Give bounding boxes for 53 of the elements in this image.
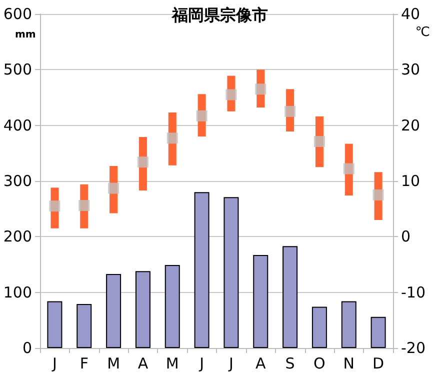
x-tick-label: J <box>198 354 204 372</box>
x-tick-label: O <box>314 354 326 372</box>
bar <box>76 304 92 348</box>
point <box>196 110 208 122</box>
y2-tick-label: 20 <box>401 116 420 134</box>
y2-tick-label: 30 <box>401 60 420 79</box>
y-tick-label: 500 <box>3 60 32 79</box>
x-tick-label: J <box>228 354 234 372</box>
bar <box>312 306 327 348</box>
x-tick-label: N <box>343 354 354 372</box>
point <box>78 200 90 211</box>
y2-tick-label: -20 <box>401 339 426 357</box>
x-tick-label: D <box>372 354 384 372</box>
point <box>343 163 354 174</box>
chart-title: 福岡県宗像市 <box>171 6 268 24</box>
x-tick-label: A <box>255 354 266 372</box>
x-tick-label: J <box>51 354 57 372</box>
y2-tick-label: 40 <box>401 5 420 23</box>
point <box>226 89 237 100</box>
y-axis-title: mm <box>15 30 36 40</box>
x-tick-label: F <box>80 354 88 372</box>
point <box>166 132 178 144</box>
bar <box>253 255 268 348</box>
point <box>372 189 384 200</box>
point <box>314 136 325 147</box>
point <box>49 200 60 212</box>
bar <box>282 246 298 348</box>
bar <box>164 265 180 348</box>
bar <box>370 316 386 348</box>
y2-tick-label: -10 <box>401 283 426 302</box>
y2-tick-label: 10 <box>401 172 420 190</box>
x-tick-label: M <box>107 354 120 372</box>
y-tick-label: 600 <box>3 5 32 23</box>
y-tick-label: 300 <box>3 172 32 190</box>
y2-axis-title: ℃ <box>415 25 430 40</box>
bar <box>341 301 356 348</box>
y-tick-label: 0 <box>22 339 32 357</box>
bar <box>224 197 239 348</box>
y-tick-label: 100 <box>3 283 32 302</box>
y-tick-label: 200 <box>3 228 32 246</box>
y-tick-label: 400 <box>3 116 32 134</box>
point <box>284 106 296 117</box>
bar <box>194 192 210 348</box>
x-tick-label: A <box>138 354 149 372</box>
point <box>108 182 120 194</box>
bar <box>135 271 150 348</box>
point <box>137 156 148 168</box>
bar <box>106 274 122 348</box>
x-tick-label: M <box>166 354 179 372</box>
bar <box>47 301 62 348</box>
x-tick-label: S <box>285 354 295 372</box>
point <box>255 84 266 95</box>
y2-tick-label: 0 <box>401 228 411 246</box>
